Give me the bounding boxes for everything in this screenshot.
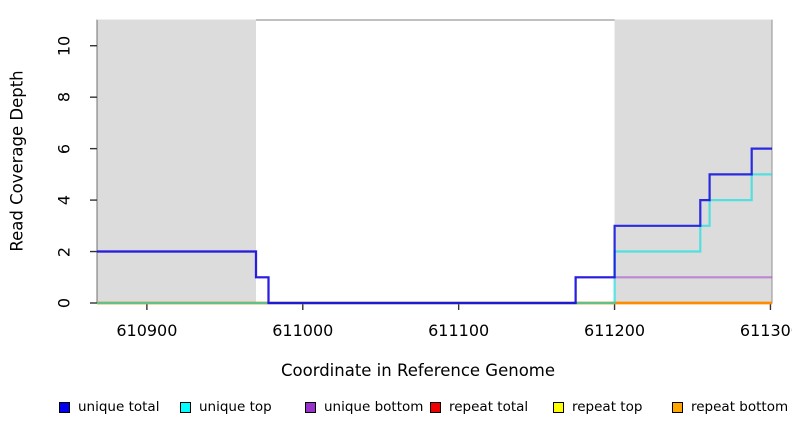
y-tick-label: 2 (54, 246, 74, 257)
legend-item-unique-total: unique total (59, 397, 159, 417)
y-tick-label: 4 (54, 194, 74, 206)
legend-item-repeat-total: repeat total (430, 397, 528, 417)
legend-item-repeat-top: repeat top (553, 397, 642, 417)
y-axis-title: Read Coverage Depth (7, 70, 27, 252)
x-tick-label: 610900 (116, 321, 178, 340)
legend-item-repeat-bottom: repeat bottom (672, 397, 788, 417)
legend-swatch-icon (553, 401, 564, 413)
legend-label: repeat bottom (691, 399, 789, 415)
repeat-region-left (97, 19, 257, 302)
x-tick-label: 611100 (428, 321, 490, 340)
repeat-region-right (614, 19, 772, 302)
y-tick-label: 6 (54, 143, 74, 154)
legend-swatch-icon (430, 401, 441, 413)
legend-label: unique top (199, 399, 272, 415)
legend-swatch-icon (180, 401, 191, 413)
y-tick-label: 10 (54, 35, 74, 56)
y-tick-label: 0 (54, 297, 74, 309)
legend-label: unique total (78, 399, 160, 415)
legend-item-unique-bottom: unique bottom (305, 397, 423, 417)
legend-swatch-icon (305, 401, 316, 413)
y-tick-label: 8 (54, 92, 74, 103)
legend-swatch-icon (672, 401, 683, 413)
legend-label: unique bottom (324, 399, 424, 415)
legend-item-unique-top: unique top (180, 397, 272, 417)
x-axis-title: Coordinate in Reference Genome (280, 361, 556, 380)
legend-label: repeat top (572, 399, 643, 415)
legend-swatch-icon (59, 401, 70, 413)
x-tick-label: 611000 (272, 321, 334, 340)
series-unique-total (97, 147, 772, 305)
legend-label: repeat total (449, 399, 529, 415)
legend: unique total unique top unique bottom repea… (0, 397, 792, 421)
x-tick-label: 611200 (584, 321, 646, 340)
